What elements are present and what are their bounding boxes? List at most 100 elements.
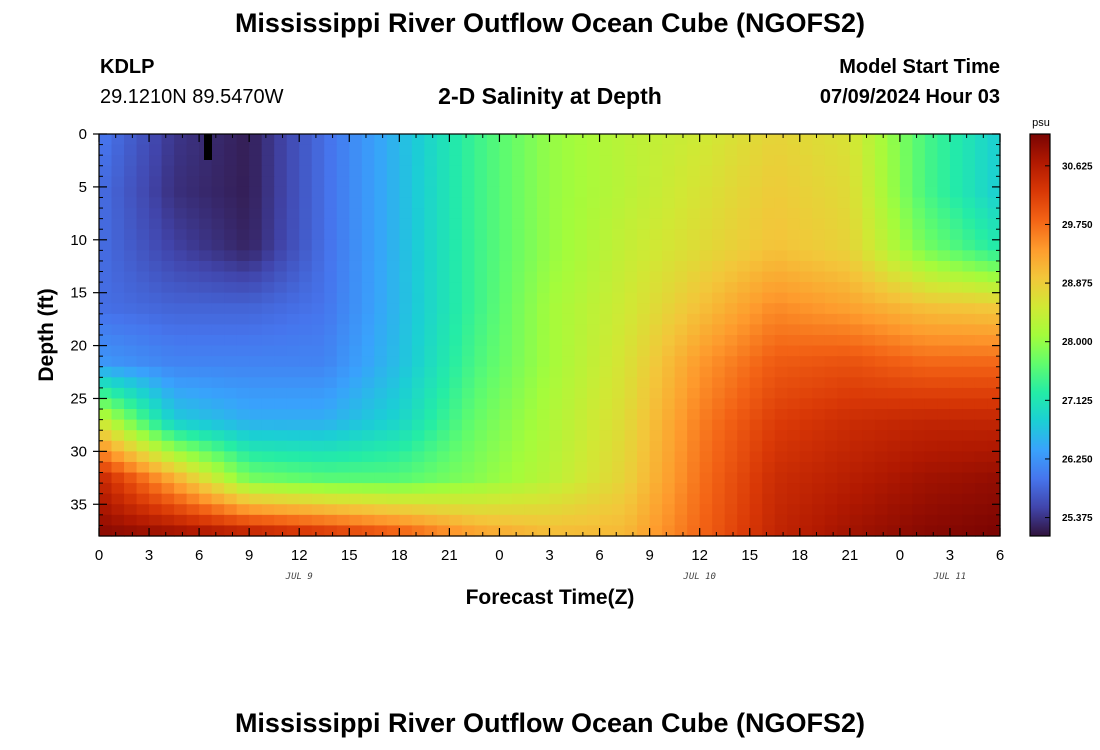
heatmap-cell — [674, 525, 688, 537]
heatmap-cell — [174, 324, 188, 336]
heatmap-cell — [336, 335, 350, 347]
heatmap-cell — [887, 335, 901, 347]
heatmap-cell — [674, 440, 688, 452]
heatmap-cell — [524, 271, 538, 283]
heatmap-cell — [286, 313, 300, 326]
heatmap-cell — [361, 451, 375, 463]
heatmap-cell — [124, 250, 138, 262]
heatmap-cell — [862, 165, 876, 177]
heatmap-cell — [724, 260, 738, 273]
heatmap-cell — [662, 419, 676, 431]
heatmap-cell — [724, 155, 738, 167]
heatmap-cell — [724, 313, 738, 326]
heatmap-cell — [674, 430, 688, 442]
heatmap-cell — [674, 208, 688, 220]
heatmap-cell — [474, 208, 488, 220]
heatmap-cell — [874, 197, 888, 209]
heatmap-cell — [862, 409, 876, 421]
heatmap-cell — [311, 409, 325, 421]
heatmap-cell — [849, 451, 863, 463]
heatmap-cell — [524, 430, 538, 442]
heatmap-cell — [336, 197, 350, 209]
heatmap-cell — [211, 377, 225, 389]
heatmap-cell — [749, 208, 763, 220]
heatmap-cell — [124, 440, 138, 452]
heatmap-cell — [236, 398, 250, 410]
heatmap-cell — [286, 387, 300, 400]
heatmap-cell — [386, 377, 400, 389]
heatmap-cell — [974, 260, 989, 273]
heatmap-cell — [324, 282, 338, 294]
heatmap-cell — [286, 483, 300, 495]
heatmap-cell — [99, 313, 113, 326]
heatmap-cell — [787, 303, 801, 315]
heatmap-cell — [687, 239, 701, 251]
heatmap-cell — [987, 134, 1001, 146]
heatmap-cell — [549, 377, 563, 389]
heatmap-cell — [862, 461, 876, 474]
heatmap-cell — [386, 387, 400, 400]
heatmap-cell — [787, 419, 801, 431]
heatmap-cell — [699, 155, 713, 167]
heatmap-cell — [549, 514, 563, 527]
heatmap-cell — [186, 451, 200, 463]
heatmap-cell — [136, 377, 150, 389]
heatmap-cell — [924, 218, 939, 230]
heatmap-cell — [124, 271, 138, 283]
heatmap-cell — [899, 155, 913, 167]
heatmap-cell — [486, 419, 501, 431]
heatmap-cell — [674, 324, 688, 336]
heatmap-cell — [824, 514, 838, 527]
heatmap-cell — [612, 493, 626, 505]
heatmap-cell — [874, 483, 888, 495]
heatmap-cell — [624, 197, 638, 209]
heatmap-cell — [799, 176, 813, 188]
heatmap-cell — [612, 260, 626, 273]
heatmap-cell — [774, 144, 788, 156]
y-tick-label: 15 — [70, 285, 87, 302]
heatmap-cell — [249, 134, 263, 146]
heatmap-cell — [649, 493, 663, 505]
heatmap-cell — [662, 218, 676, 230]
heatmap-cell — [211, 504, 225, 516]
heatmap-cell — [562, 461, 576, 474]
heatmap-cell — [749, 282, 763, 294]
heatmap-cell — [774, 186, 788, 199]
heatmap-cell — [987, 409, 1001, 421]
heatmap-cell — [924, 440, 939, 452]
heatmap-cell — [111, 165, 125, 177]
heatmap-cell — [174, 197, 188, 209]
heatmap-cell — [924, 493, 939, 505]
heatmap-cell — [286, 229, 300, 241]
heatmap-cell — [724, 292, 738, 304]
heatmap-cell — [199, 165, 213, 177]
heatmap-cell — [712, 292, 726, 304]
heatmap-cell — [912, 282, 926, 294]
heatmap-cell — [899, 292, 913, 304]
heatmap-cell — [849, 356, 863, 368]
heatmap-cell — [612, 387, 626, 400]
heatmap-cell — [524, 303, 538, 315]
heatmap-cell — [436, 430, 450, 442]
heatmap-cell — [762, 271, 776, 283]
heatmap-cell — [737, 282, 751, 294]
heatmap-cell — [136, 260, 150, 273]
heatmap-cell — [149, 366, 163, 378]
heatmap-cell — [124, 324, 138, 336]
y-tick-label: 25 — [70, 390, 87, 407]
heatmap-cell — [186, 430, 200, 442]
heatmap-cell — [149, 345, 163, 357]
heatmap-cell — [461, 409, 476, 421]
heatmap-cell — [649, 282, 663, 294]
heatmap-cell — [274, 186, 288, 199]
heatmap-cell — [211, 218, 225, 230]
heatmap-cell — [461, 440, 476, 452]
heatmap-cell — [787, 387, 801, 400]
heatmap-cell — [186, 335, 200, 347]
heatmap-cell — [536, 208, 551, 220]
heatmap-cell — [449, 483, 463, 495]
heatmap-cell — [837, 239, 851, 251]
x-tick-label: 21 — [441, 547, 458, 564]
heatmap-cell — [499, 387, 513, 400]
heatmap-cell — [474, 218, 488, 230]
